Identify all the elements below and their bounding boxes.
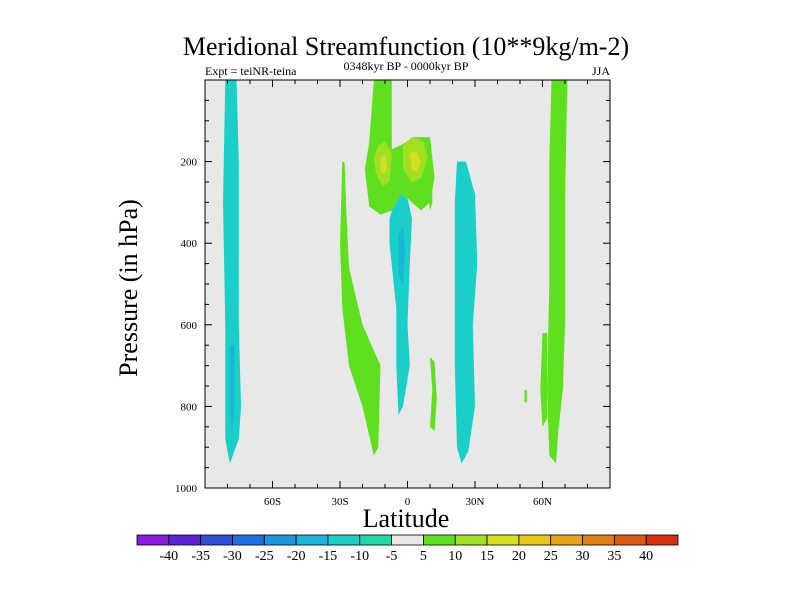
- colorbar-label: 10: [448, 549, 462, 564]
- colorbar-swatch: [613, 534, 647, 546]
- colorbar-label: -40: [159, 549, 178, 564]
- colorbar-label: -30: [223, 549, 242, 564]
- x-tick-label: 60S: [264, 496, 281, 508]
- colorbar-swatch: [582, 534, 615, 546]
- colorbar-swatch: [550, 534, 583, 546]
- contour-tropical-negative-core: [398, 226, 406, 284]
- colorbar-label: 5: [420, 549, 427, 564]
- colorbar-label: 30: [576, 549, 590, 564]
- colorbar-label: 15: [480, 549, 494, 564]
- colorbar-swatch: [263, 534, 297, 546]
- y-tick-label: 800: [181, 401, 198, 413]
- colorbar-swatch: [232, 534, 265, 546]
- colorbar-label: 20: [512, 549, 526, 564]
- colorbar-swatch: [168, 534, 202, 546]
- y-tick-label: 200: [181, 157, 198, 169]
- contour-tropical-negative-cell: [389, 194, 412, 415]
- x-tick-label: 0: [405, 496, 411, 508]
- contour-tropical-lower-positive-streak: [430, 357, 437, 431]
- x-tick-label: 30N: [466, 496, 485, 508]
- x-axis-ticks: 60S 30S 0 30N 60N: [227, 80, 588, 508]
- contour-nh-subtropical-negative-cell: [454, 161, 478, 464]
- chart-title: Meridional Streamfunction (10**9kg/m-2): [183, 32, 629, 61]
- contour-sh-subtropical-positive-band: [340, 161, 381, 456]
- colorbar-swatch: [327, 534, 361, 546]
- colorbar-label: -25: [255, 549, 274, 564]
- x-tick-label: 30S: [331, 496, 348, 508]
- colorbar-label: 35: [607, 549, 621, 564]
- colorbar-swatch: [295, 534, 329, 546]
- y-axis-label: Pressure (in hPa): [114, 199, 143, 377]
- colorbar-swatch: [136, 534, 170, 546]
- colorbar-swatch: [645, 534, 679, 546]
- x-axis-label: Latitude: [363, 504, 450, 533]
- contour-sh-polar-inner-core: [229, 345, 235, 431]
- contour-nh-highlat-positive-cell: [547, 80, 568, 464]
- colorbar-label: -15: [319, 549, 338, 564]
- y-tick-label: 600: [181, 320, 198, 332]
- colorbar-swatch: [391, 534, 424, 546]
- contour-nh-highlat-small-patch: [540, 333, 547, 427]
- colorbar-swatch: [423, 534, 456, 546]
- contour-tropical-small-positive-patch: [427, 157, 433, 211]
- y-tick-label: 1000: [175, 483, 198, 495]
- colorbar-label: -35: [191, 549, 210, 564]
- colorbar-label: -10: [350, 549, 369, 564]
- colorbar-swatch: [518, 534, 552, 546]
- colorbar-swatch: [359, 534, 392, 546]
- contour-tropical-upper-maximum-left: [380, 155, 388, 174]
- colorbar-swatch: [454, 534, 488, 546]
- colorbar: -40 -35 -30 -25 -20 -15 -10 -5 5 10 15 20 25 30 35 40: [136, 534, 679, 564]
- contour-sh-polar-negative-cell: [223, 80, 241, 464]
- x-tick-label: 60N: [533, 496, 552, 508]
- time-range-label: 0348kyr BP - 0000kyr BP: [344, 59, 469, 73]
- y-tick-label: 400: [181, 238, 198, 250]
- colorbar-label: -20: [287, 549, 306, 564]
- y-axis-ticks: 200 400 600 800 1000: [175, 99, 610, 495]
- colorbar-label: 25: [544, 549, 558, 564]
- colorbar-swatch: [200, 534, 233, 546]
- contour-regions: [223, 80, 568, 464]
- season-label: JJA: [592, 64, 610, 78]
- colorbar-swatch: [486, 534, 520, 546]
- contour-nh-highlat-tiny-patch: [524, 390, 527, 403]
- colorbar-label: 40: [639, 549, 653, 564]
- contour-tropical-upper-maximum-right: [409, 151, 421, 172]
- colorbar-label: -5: [386, 549, 398, 564]
- experiment-label: Expt = teiNR-teina: [205, 64, 297, 78]
